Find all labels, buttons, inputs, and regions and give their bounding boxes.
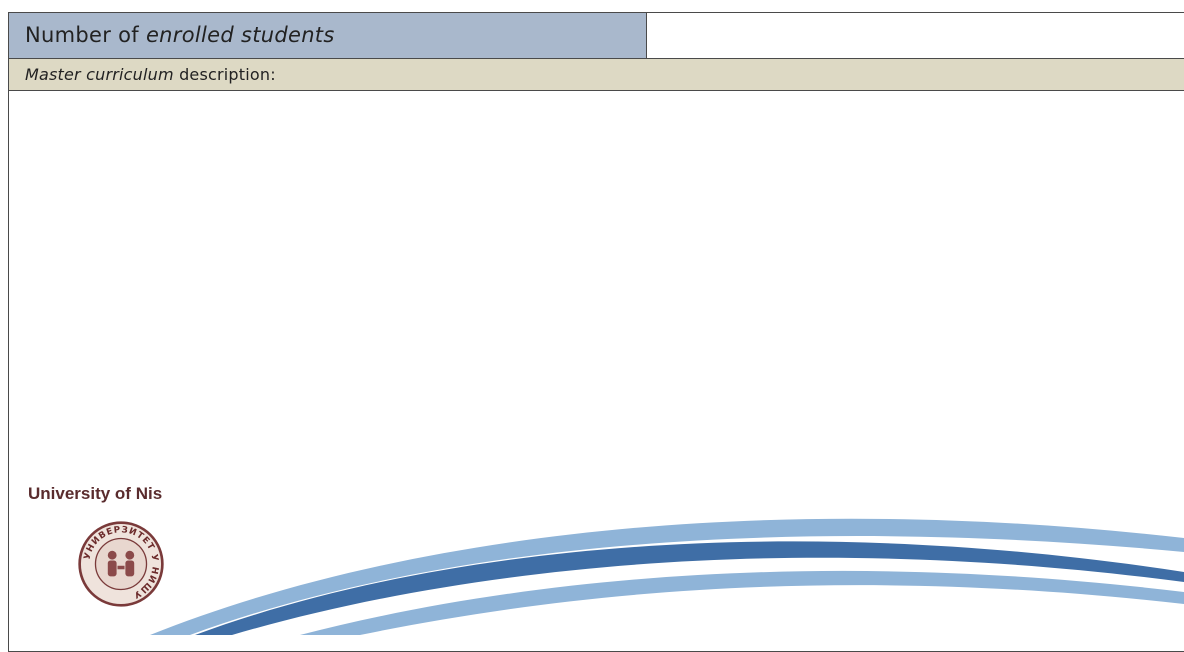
- swoosh-light-band-lower: [300, 570, 1184, 635]
- enrolled-students-value[interactable]: [647, 13, 1184, 58]
- swoosh-light-band: [150, 518, 1184, 635]
- curriculum-description-value[interactable]: [9, 91, 1184, 491]
- seal-figures: [107, 550, 135, 577]
- curriculum-description-label: Master curriculum description:: [9, 59, 1184, 91]
- university-seal-icon: УНИВЕРЗИТЕТ У НИШУ: [78, 521, 164, 607]
- swoosh-dark-band: [195, 541, 1184, 635]
- footer-swoosh-graphic: [150, 518, 1184, 635]
- enrolled-students-row: Number of enrolled students: [9, 13, 1184, 59]
- university-name: University of Nis: [28, 484, 163, 503]
- form-table: Number of enrolled students Master curri…: [8, 12, 1184, 652]
- enrolled-students-label: Number of enrolled students: [9, 13, 647, 58]
